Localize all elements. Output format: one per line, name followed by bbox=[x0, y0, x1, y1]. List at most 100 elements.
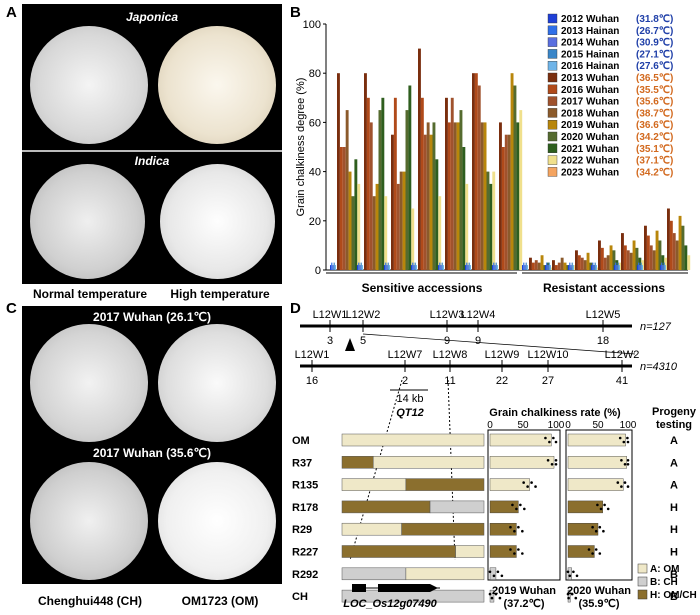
genotype-segment bbox=[341, 567, 407, 581]
bar-sensitive bbox=[435, 159, 439, 270]
genotype-name: R29 bbox=[292, 524, 312, 536]
rate-point bbox=[626, 459, 630, 462]
bar-resistant bbox=[687, 255, 691, 270]
legend-swatch bbox=[547, 72, 558, 83]
legend-label: 2018 Wuhan bbox=[561, 108, 619, 119]
bar-sensitive bbox=[360, 262, 362, 270]
legend-label: 2014 Wuhan bbox=[561, 38, 619, 49]
bar-resistant bbox=[681, 225, 685, 270]
bar-sensitive bbox=[489, 183, 493, 270]
bar-sensitive bbox=[372, 196, 376, 270]
bar-resistant bbox=[672, 233, 676, 270]
recombinant-count-bottom: 16 bbox=[306, 375, 318, 387]
bar-sensitive bbox=[465, 183, 469, 270]
bar-resistant bbox=[600, 247, 604, 270]
rate-bar bbox=[489, 567, 497, 580]
rice-dish-japonica-high bbox=[158, 26, 276, 144]
bar-sensitive bbox=[405, 110, 409, 270]
rate-point bbox=[575, 574, 579, 578]
rate-point bbox=[500, 574, 504, 578]
bar-sensitive bbox=[496, 265, 498, 270]
bar-resistant bbox=[580, 257, 584, 270]
y-tick-label: 60 bbox=[309, 117, 321, 129]
caption-om1723: OM1723 (OM) bbox=[181, 594, 259, 608]
genotype-legend-label: A: OM bbox=[650, 564, 679, 575]
bar-resistant bbox=[546, 262, 548, 270]
title-2017-wuhan-26: 2017 Wuhan (26.1℃) bbox=[93, 310, 211, 324]
legend-label: 2022 Wuhan bbox=[561, 156, 619, 167]
legend-temp: (35.6℃) bbox=[636, 97, 673, 108]
bar-sensitive bbox=[415, 265, 417, 270]
rate-point bbox=[594, 548, 598, 551]
panel-a-photo: Japonica Indica bbox=[22, 4, 282, 284]
legend-label: 2017 Wuhan bbox=[561, 97, 619, 108]
rate-bar bbox=[567, 589, 571, 603]
legend-temp: (34.2℃) bbox=[636, 132, 673, 143]
legend-swatch bbox=[547, 143, 558, 154]
bar-resistant bbox=[592, 262, 594, 270]
bar-resistant bbox=[678, 215, 682, 270]
rate-point bbox=[521, 552, 524, 555]
bar-resistant bbox=[577, 255, 581, 270]
rate-point bbox=[517, 525, 520, 529]
rate-tick-label: 0 bbox=[565, 420, 571, 431]
marker-label-top: L12W2 bbox=[346, 309, 381, 321]
y-axis-label: Grain chalkiness degree (%) bbox=[295, 78, 307, 217]
bar-sensitive bbox=[359, 265, 361, 270]
bar-sensitive bbox=[381, 97, 385, 270]
rate-point bbox=[574, 596, 578, 600]
rate-point bbox=[598, 525, 602, 529]
rate-bar bbox=[489, 478, 530, 491]
rate-point bbox=[594, 529, 598, 533]
genotype-name: CH bbox=[292, 591, 308, 603]
marker-label-bottom: L12W8 bbox=[433, 349, 468, 361]
bar-resistant bbox=[658, 240, 662, 270]
bar-resistant bbox=[639, 265, 641, 270]
legend-swatch bbox=[547, 155, 558, 165]
genotype-segment bbox=[341, 545, 456, 558]
legend-swatch bbox=[547, 84, 558, 95]
legend-label: 2020 Wuhan bbox=[561, 132, 619, 143]
marker-label-top: L12W4 bbox=[461, 309, 496, 321]
genotype-segment bbox=[401, 522, 485, 536]
bar-resistant bbox=[626, 250, 630, 270]
bar-resistant bbox=[570, 265, 572, 270]
bar-sensitive bbox=[378, 110, 382, 270]
rate-point bbox=[567, 596, 570, 600]
bar-resistant bbox=[540, 255, 544, 270]
bar-sensitive bbox=[513, 85, 517, 270]
bar-sensitive bbox=[396, 183, 400, 270]
rate-point bbox=[626, 485, 630, 488]
rate-point bbox=[591, 525, 594, 529]
bar-resistant bbox=[655, 230, 659, 270]
rate-point bbox=[587, 548, 591, 551]
rate-point bbox=[548, 440, 551, 444]
bar-resistant bbox=[621, 233, 624, 270]
genotype-segment bbox=[341, 500, 431, 514]
rate-bar bbox=[489, 522, 517, 536]
recombinant-count-top: 18 bbox=[597, 335, 609, 347]
legend-temp: (35.1℃) bbox=[636, 144, 673, 155]
bar-resistant bbox=[612, 250, 616, 270]
bar-sensitive bbox=[414, 262, 416, 270]
bar-resistant bbox=[641, 265, 643, 270]
genotype-legend-swatch bbox=[637, 589, 648, 600]
bar-resistant bbox=[661, 262, 663, 270]
bar-resistant bbox=[617, 262, 619, 270]
bar-resistant bbox=[637, 265, 639, 270]
rate-bar bbox=[489, 456, 555, 469]
rate-plot-frame bbox=[565, 429, 633, 581]
bar-resistant bbox=[560, 257, 564, 270]
bar-sensitive bbox=[386, 265, 388, 270]
legend-label: 2019 Wuhan bbox=[561, 120, 619, 131]
bar-sensitive bbox=[494, 265, 496, 270]
genotype-legend-swatch bbox=[637, 576, 648, 587]
recombinant-count-bottom: 27 bbox=[542, 375, 554, 387]
panel-c-photo: 2017 Wuhan (26.1℃) 2017 Wuhan (35.6℃) bbox=[22, 306, 282, 584]
rate-point bbox=[568, 574, 572, 578]
progeny-result: H bbox=[670, 524, 678, 536]
legend-temp: (27.6℃) bbox=[636, 61, 673, 72]
indica-label: Indica bbox=[134, 154, 170, 168]
legend-temp: (27.1℃) bbox=[636, 49, 673, 60]
gene-exon-arrow bbox=[378, 584, 438, 592]
